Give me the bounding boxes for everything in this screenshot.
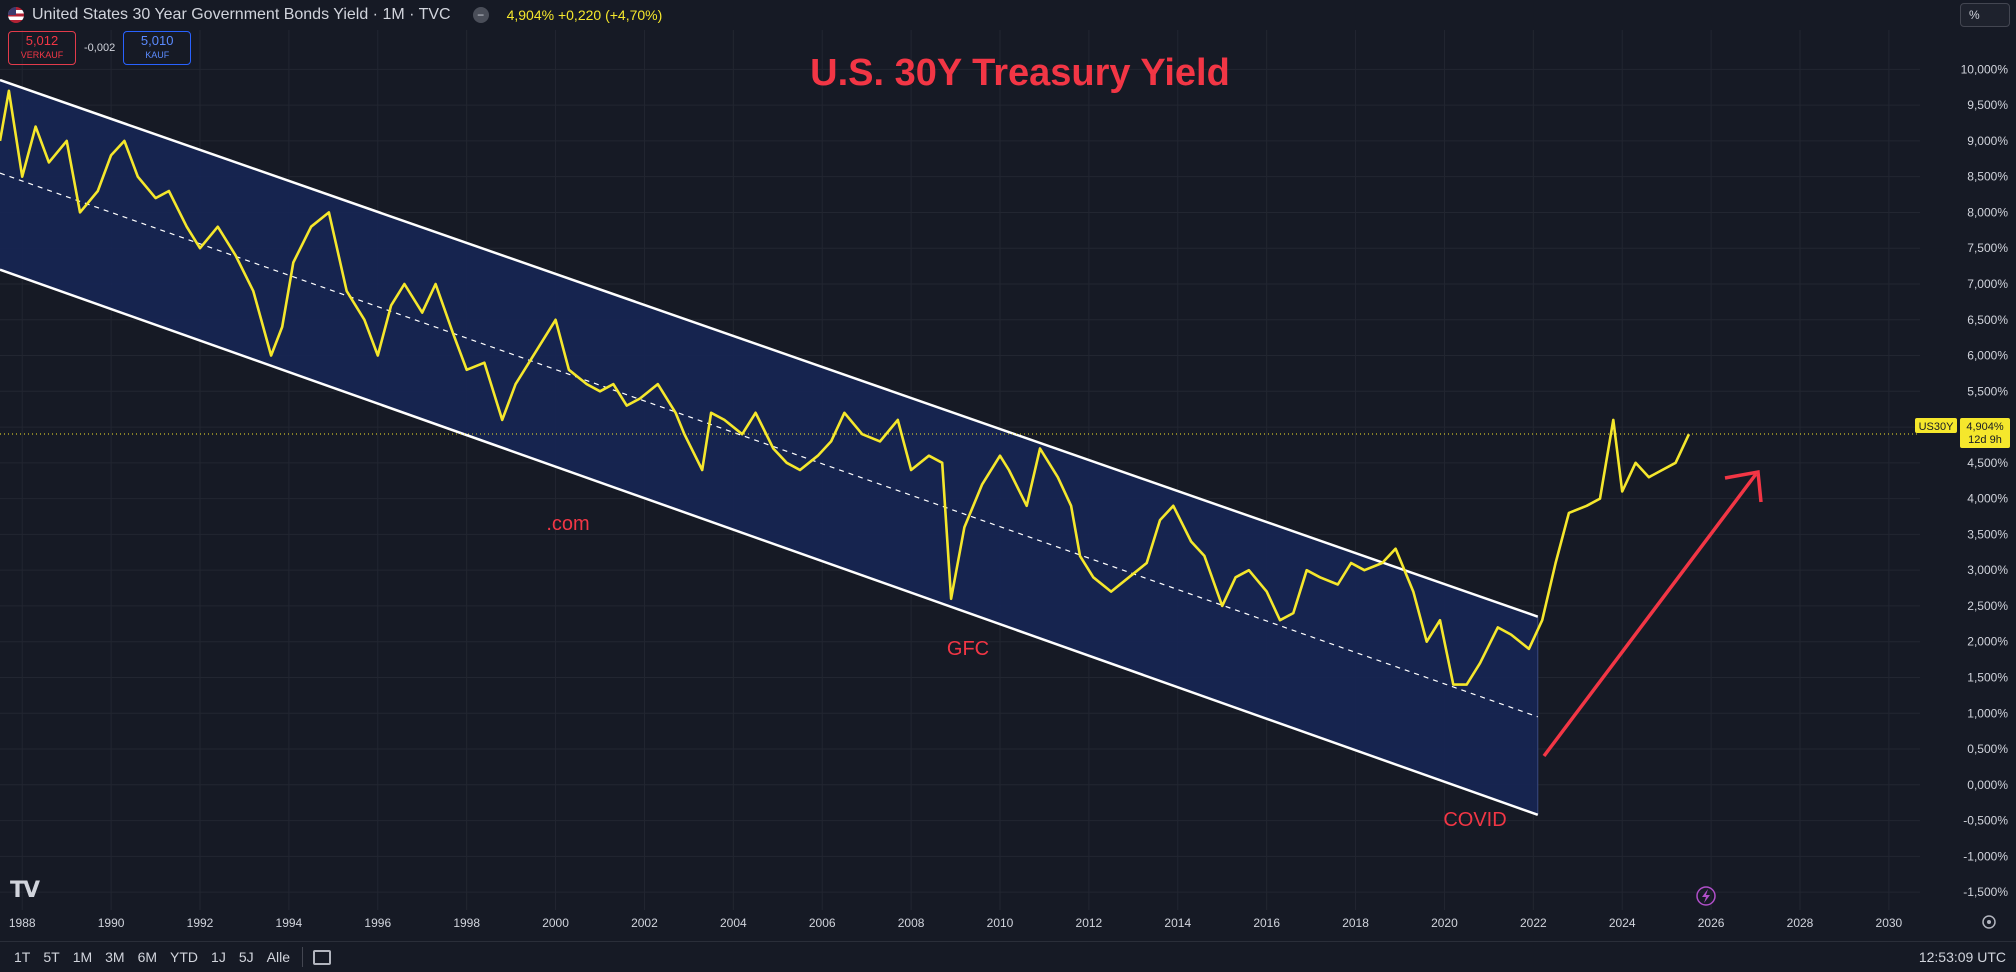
y-tick-label: 9,500% (1967, 98, 2008, 112)
last-value-tag: US30Y 4,904% 12d 9h (1915, 418, 2010, 448)
symbol-header: United States 30 Year Government Bonds Y… (0, 0, 662, 30)
range-button-alle[interactable]: Alle (266, 949, 290, 965)
range-buttons: 1T 5T 1M 3M 6M YTD 1J 5J Alle (14, 949, 290, 965)
y-tick-label: 2,000% (1967, 635, 2008, 649)
sell-label: VERKAUF (20, 50, 64, 60)
range-button-1j[interactable]: 1J (211, 949, 226, 965)
range-button-5j[interactable]: 5J (238, 949, 254, 965)
divider (302, 947, 303, 967)
y-tick-label: 10,000% (1961, 62, 2009, 76)
series-line-us30y (0, 89, 1691, 686)
x-tick-label: 2022 (1520, 916, 1547, 930)
tradingview-logo[interactable]: TV (10, 878, 40, 903)
x-tick-label: 1996 (364, 916, 391, 930)
y-tick-label: 3,000% (1967, 563, 2008, 577)
sell-price: 5,012 (25, 33, 59, 48)
x-tick-label: 1998 (453, 916, 480, 930)
minus-icon[interactable]: − (472, 7, 489, 23)
x-tick-label: 2012 (1076, 916, 1103, 930)
x-tick-label: 2004 (720, 916, 747, 930)
y-tick-label: -1,000% (1963, 849, 2008, 863)
y-tick-label: 0,500% (1967, 742, 2008, 756)
x-tick-label: 1992 (187, 916, 214, 930)
x-axis[interactable]: 1988 1990 1992 1994 1996 1998 2000 2002 2004 2006… (9, 916, 1903, 930)
clock[interactable]: 12:53:09 UTC (1918, 949, 2006, 965)
y-tick-label: 7,500% (1967, 241, 2008, 255)
range-button-ytd[interactable]: YTD (170, 949, 199, 965)
last-value-symbol: US30Y (1919, 421, 1955, 433)
bottom-toolbar: 1T 5T 1M 3M 6M YTD 1J 5J Alle 12:53:09 UTC (0, 941, 2016, 972)
chart-title: U.S. 30Y Treasury Yield (810, 52, 1230, 94)
last-value-countdown: 12d 9h (1968, 434, 2002, 446)
range-button-5t[interactable]: 5T (43, 949, 60, 965)
x-tick-label: 1988 (9, 916, 36, 930)
buy-button[interactable]: 5,010 KAUF (123, 31, 192, 65)
buy-label: KAUF (145, 50, 170, 60)
y-tick-label: 1,500% (1967, 670, 2008, 684)
y-tick-label: -1,500% (1963, 885, 2008, 899)
x-tick-label: 2000 (542, 916, 569, 930)
channel-middle-line (0, 172, 1538, 718)
channel-upper-line (0, 78, 1539, 618)
spread-value: -0,002 (84, 42, 116, 54)
lightning-icon[interactable] (1696, 886, 1716, 906)
x-tick-label: 2002 (631, 916, 658, 930)
sell-button[interactable]: 5,012 VERKAUF (8, 31, 76, 65)
x-tick-label: 2024 (1609, 916, 1636, 930)
y-tick-label: 9,000% (1967, 134, 2008, 148)
range-button-3m[interactable]: 3M (105, 949, 125, 965)
y-tick-label: 6,000% (1967, 349, 2008, 363)
y-tick-label: 2,500% (1967, 599, 2008, 613)
y-tick-label: 0,000% (1967, 778, 2008, 792)
x-tick-label: 2020 (1431, 916, 1458, 930)
x-tick-label: 2028 (1787, 916, 1814, 930)
calendar-icon[interactable] (313, 949, 331, 965)
last-value-price: 4,904% (1966, 421, 2004, 433)
x-tick-label: 2026 (1698, 916, 1725, 930)
trend-arrow (1542, 469, 1763, 758)
us-flag-icon (8, 7, 24, 23)
trade-panel: 5,012 VERKAUF -0,002 5,010 KAUF (8, 31, 192, 65)
symbol-title[interactable]: United States 30 Year Government Bonds Y… (32, 6, 451, 23)
unit-button[interactable]: % (1960, 3, 2010, 27)
y-tick-label: 7,000% (1967, 277, 2008, 291)
y-tick-label: 8,500% (1967, 170, 2008, 184)
x-tick-label: 2010 (987, 916, 1014, 930)
annotation-dotcom: .com (546, 513, 589, 535)
y-tick-label: 3,500% (1967, 527, 2008, 541)
x-tick-label: 2006 (809, 916, 836, 930)
x-tick-label: 2008 (898, 916, 925, 930)
range-button-1t[interactable]: 1T (14, 949, 31, 965)
y-tick-label: 4,500% (1967, 456, 2008, 470)
annotation-gfc: GFC (947, 638, 989, 660)
x-tick-label: 2016 (1253, 916, 1280, 930)
y-tick-label: 4,000% (1967, 492, 2008, 506)
x-tick-label: 1990 (98, 916, 125, 930)
price-change: 4,904% +0,220 (+4,70%) (506, 7, 663, 23)
range-button-6m[interactable]: 6M (137, 949, 158, 965)
range-button-1m[interactable]: 1M (72, 949, 93, 965)
annotation-covid: COVID (1443, 809, 1506, 831)
x-tick-label: 2018 (1342, 916, 1369, 930)
x-tick-label: 2030 (1876, 916, 1903, 930)
settings-icon[interactable] (1982, 915, 1996, 929)
y-tick-label: 6,500% (1967, 313, 2008, 327)
x-tick-label: 2014 (1164, 916, 1191, 930)
channel-lower-line (0, 268, 1539, 817)
y-tick-label: -0,500% (1963, 814, 2008, 828)
y-tick-label: 1,000% (1967, 706, 2008, 720)
x-tick-label: 1994 (276, 916, 303, 930)
y-axis[interactable]: 10,000% 9,500% 9,000% 8,500% 8,000% 7,500% 7,0… (1961, 62, 2009, 899)
y-tick-label: 8,000% (1967, 205, 2008, 219)
channel-fill (0, 80, 1538, 815)
y-tick-label: 5,500% (1967, 384, 2008, 398)
buy-price: 5,010 (140, 33, 174, 48)
